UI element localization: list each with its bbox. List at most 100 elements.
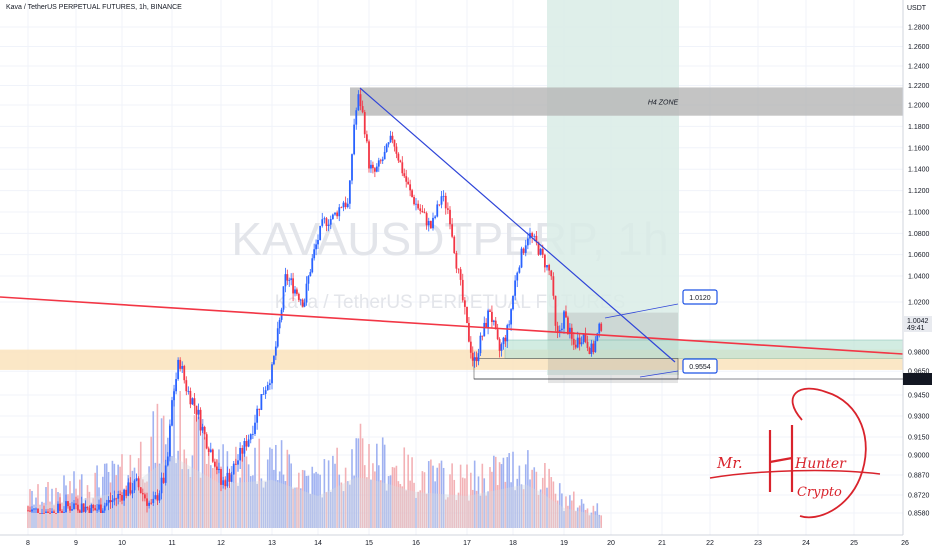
label-upper-box (682, 289, 718, 305)
volume-bar (125, 494, 127, 528)
signature-mr: Mr. (716, 454, 743, 472)
candle-body (524, 245, 527, 253)
candle-body (222, 480, 225, 485)
candle-body (284, 274, 287, 287)
candle-body (492, 320, 495, 322)
volume-bar (203, 437, 206, 528)
volume-bar (518, 465, 521, 528)
volume-bar (415, 497, 417, 528)
candle-body (506, 325, 509, 342)
candle-body (334, 212, 336, 215)
candle-body (425, 213, 428, 226)
volume-bar (282, 474, 285, 528)
candle-body (107, 500, 110, 504)
volume-bar (349, 484, 351, 528)
candle-body (471, 352, 474, 361)
candle-body (399, 160, 402, 163)
candle-body (187, 390, 190, 392)
volume-bar (218, 449, 220, 528)
volume-bar (471, 489, 474, 528)
candle-body (455, 253, 458, 269)
volume-bar (399, 483, 402, 528)
candle-body (213, 461, 216, 467)
label-connector-lower (639, 370, 679, 378)
volume-bar (590, 512, 593, 528)
candle-body (230, 474, 233, 482)
volume-bar (516, 478, 519, 528)
candle-body (109, 500, 112, 503)
x-tick-label: 20 (607, 540, 615, 547)
volume-bar (298, 472, 300, 528)
volume-bar (299, 488, 302, 528)
x-tick-label: 25 (850, 540, 858, 547)
volume-bar (39, 504, 41, 528)
candle-body (468, 323, 470, 342)
y-tick-label: 0.8720 (908, 493, 930, 500)
candle-body (47, 511, 49, 513)
volume-bar (105, 463, 108, 528)
candle-body (115, 498, 118, 500)
y-tick-label: 1.2200 (908, 83, 930, 90)
candle-body (459, 269, 462, 280)
volume-bar (457, 492, 460, 528)
volume-bar (290, 463, 292, 528)
volume-bar (425, 493, 428, 528)
volume-bar (264, 481, 267, 528)
y-tick-label: 0.9450 (908, 393, 930, 400)
candle-body (434, 216, 437, 218)
y-tick-label: 1.1200 (908, 188, 930, 195)
y-tick-label: 1.1600 (908, 145, 930, 152)
volume-bar (377, 465, 380, 528)
volume-bar (389, 475, 392, 528)
y-tick-label: 0.8580 (908, 511, 930, 518)
volume-bar (510, 482, 512, 528)
candle-body (53, 511, 55, 513)
candle-body (357, 94, 360, 111)
x-tick-label: 24 (802, 540, 810, 547)
volume-bar (576, 507, 579, 528)
candle-body (199, 409, 202, 431)
candle-body (403, 173, 406, 177)
candle-body (389, 135, 392, 143)
label-lower-text: 0.9554 (689, 364, 711, 371)
candle-body (436, 204, 439, 217)
candle-body (568, 327, 571, 335)
volume-bar (489, 467, 491, 528)
volume-bar (275, 444, 277, 528)
y-tick-label: 0.9150 (908, 435, 930, 442)
candle-body (27, 510, 29, 512)
volume-bar (150, 436, 152, 528)
candle-body (351, 154, 353, 181)
candle-body (533, 235, 536, 237)
candle-body (113, 498, 116, 501)
volume-bar (45, 487, 47, 528)
volume-bar (319, 474, 321, 528)
candle-body (239, 447, 242, 461)
volume-bar (351, 449, 353, 528)
volume-bar (413, 482, 415, 528)
candle-body (216, 466, 218, 471)
candle-body (228, 472, 231, 482)
volume-bar (594, 511, 597, 528)
candle-body (327, 224, 330, 227)
volume-bar (216, 460, 218, 528)
volume-bar (311, 466, 314, 528)
volume-bar (323, 459, 326, 528)
candle-body (572, 338, 575, 345)
candle-body (75, 503, 77, 505)
volume-bar (111, 460, 114, 528)
volume-bar (301, 469, 304, 528)
candle-body (473, 357, 476, 361)
y-tick-label: 1.0800 (908, 231, 930, 238)
candle-body (368, 141, 370, 169)
candle-body (563, 311, 565, 329)
volume-bar (363, 465, 366, 528)
candle-body (245, 441, 248, 447)
candle-body (45, 511, 47, 513)
y-tick-label: 1.2600 (908, 44, 930, 51)
candle-body (317, 239, 319, 245)
volume-bar (552, 481, 555, 528)
volume-bar (506, 457, 509, 528)
candle-body (232, 463, 235, 475)
